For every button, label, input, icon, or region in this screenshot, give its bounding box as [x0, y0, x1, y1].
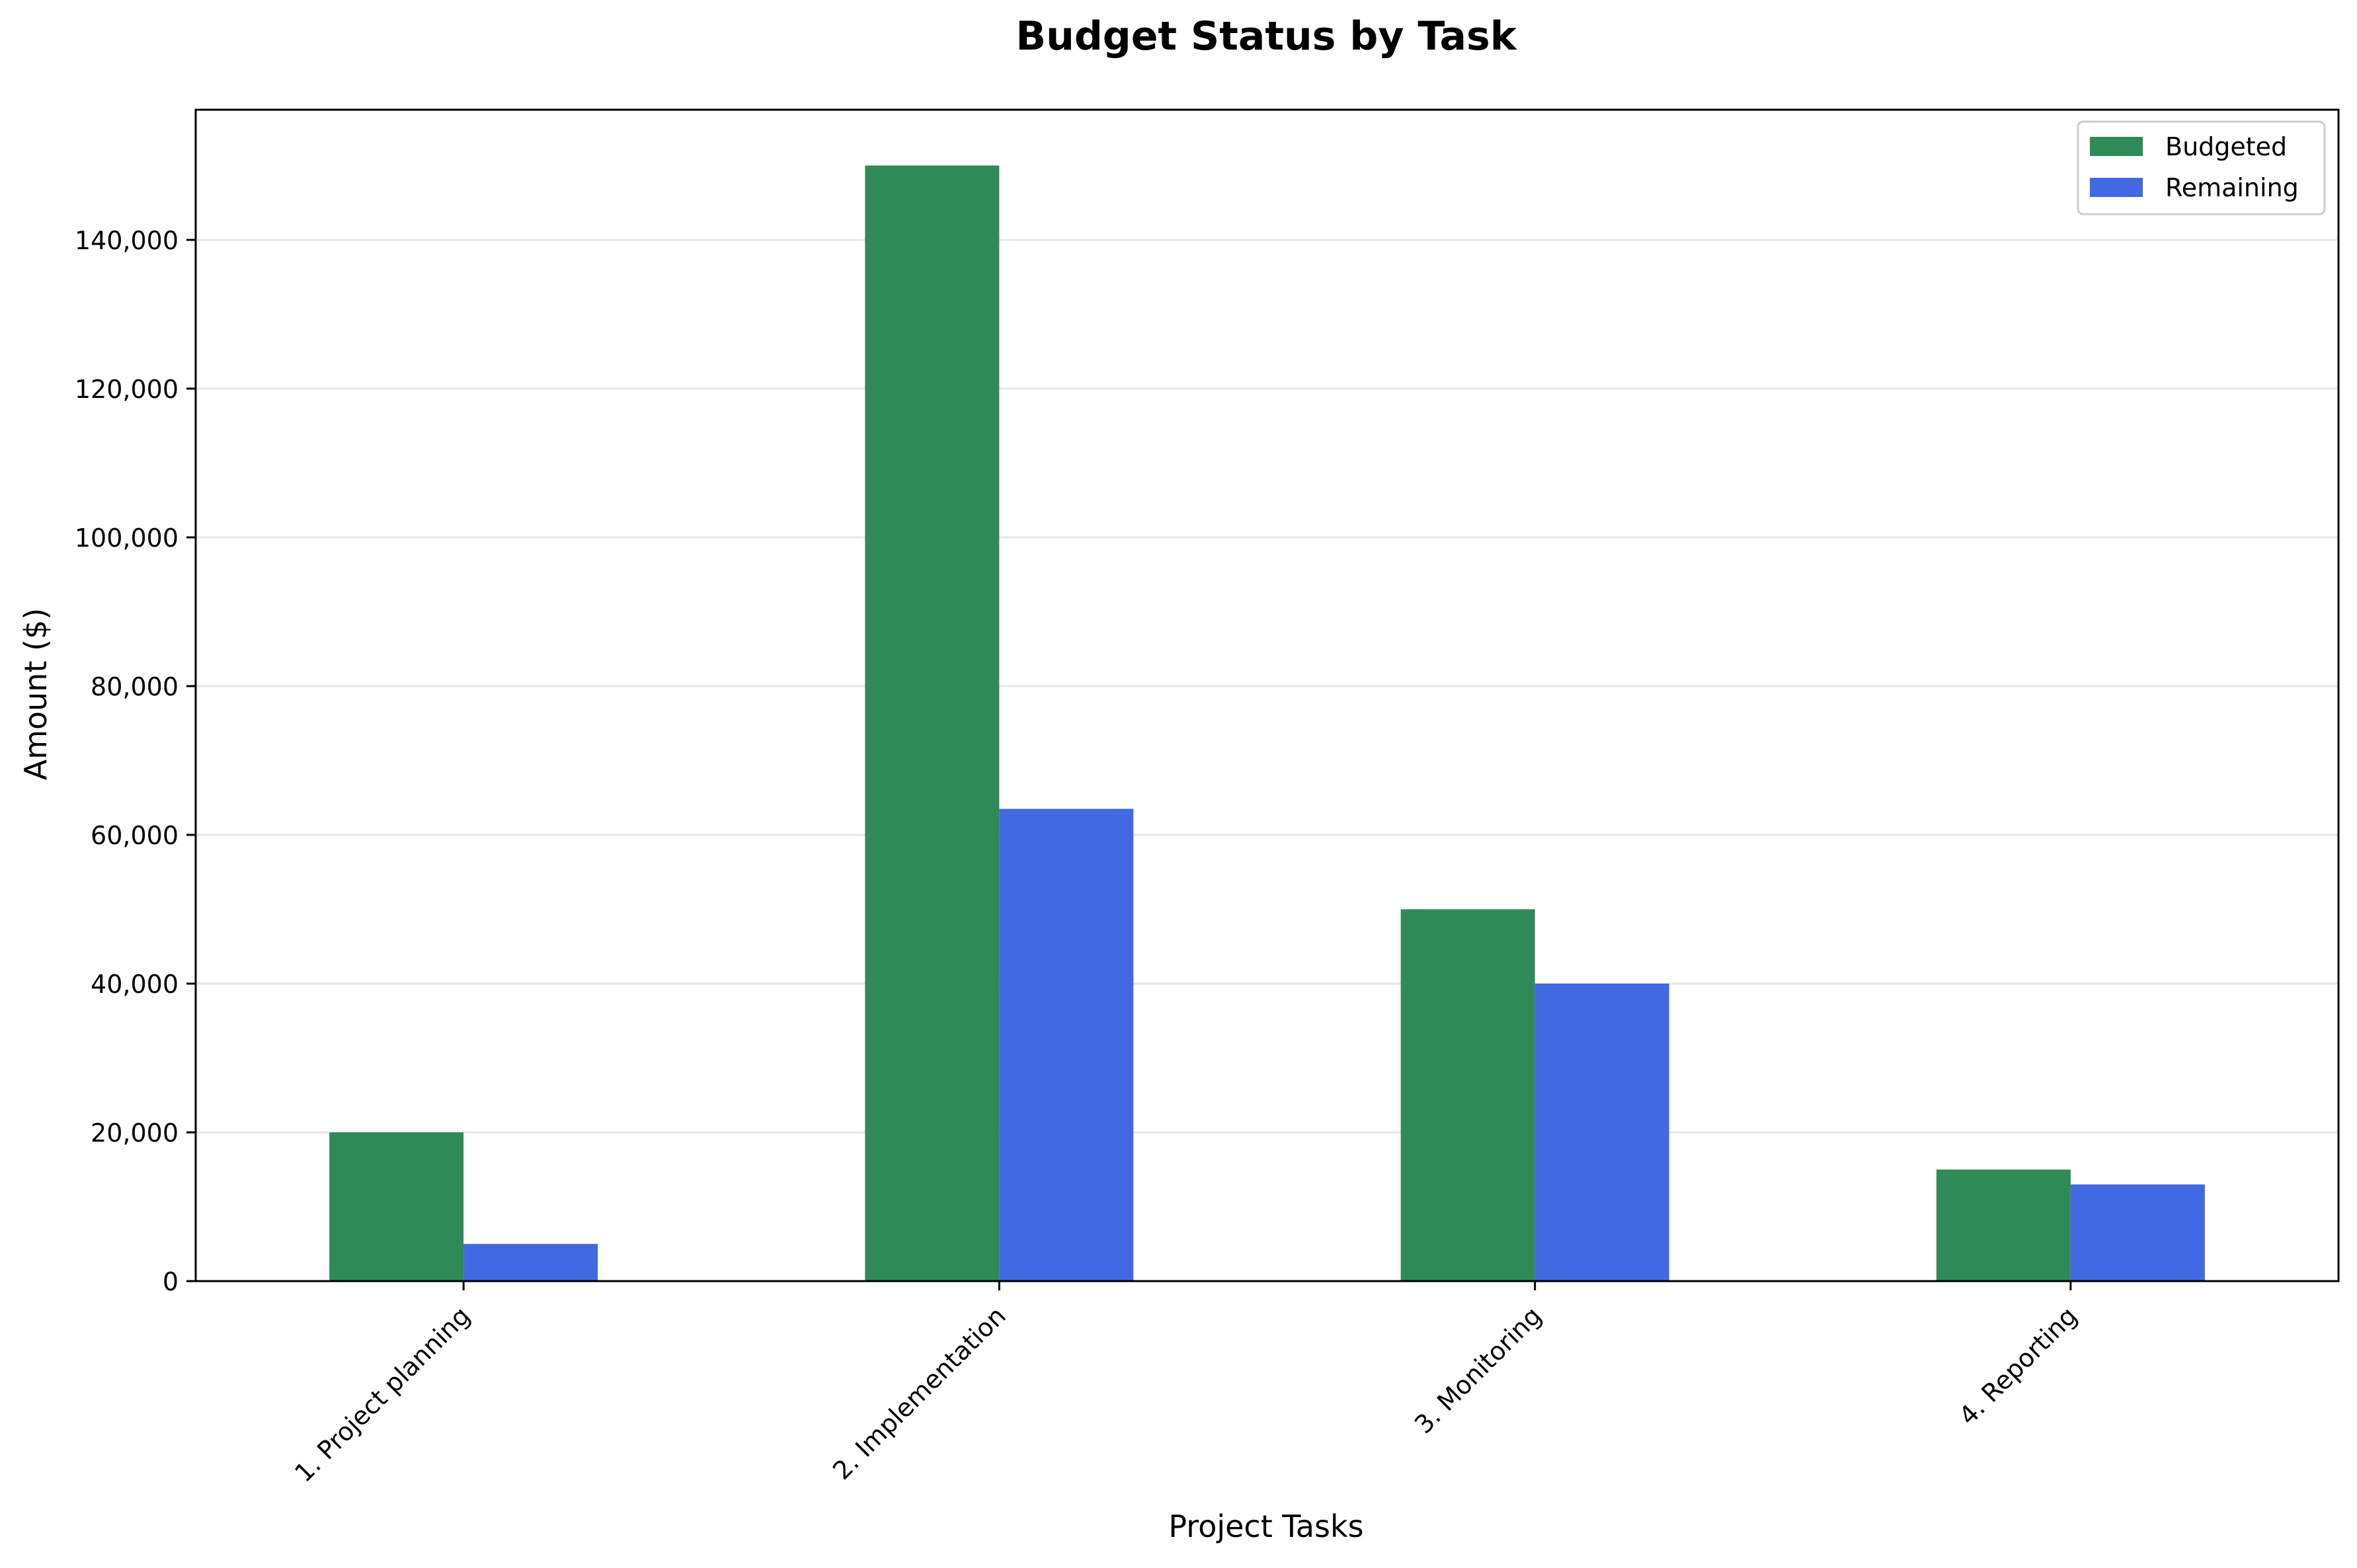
y-tick-label: 60,000 [91, 821, 179, 850]
y-tick-label: 20,000 [91, 1118, 179, 1148]
bar-budgeted-4 [1936, 1169, 2071, 1281]
legend-label-remaining: Remaining [2165, 173, 2299, 202]
y-axis-ticks: 0 20,000 40,000 60,000 80,000 100,000 120,000 1… [75, 226, 196, 1296]
bar-remaining-1 [463, 1243, 598, 1281]
x-axis-label: Project Tasks [1168, 1509, 1363, 1544]
legend: Budgeted Remaining [2077, 120, 2326, 216]
bars [329, 165, 2205, 1281]
y-tick-label: 40,000 [91, 970, 179, 999]
legend-swatch-budgeted [2090, 137, 2143, 156]
bar-remaining-2 [999, 808, 1134, 1281]
y-tick-label: 120,000 [75, 375, 179, 404]
bar-remaining-3 [1535, 983, 1669, 1281]
grid-lines [196, 239, 2338, 1134]
bar-budgeted-3 [1400, 909, 1535, 1281]
y-axis-label: Amount ($) [18, 608, 54, 781]
y-tick-label: 100,000 [75, 524, 179, 553]
y-tick-label: 80,000 [91, 672, 179, 701]
bar-budgeted-2 [865, 165, 1000, 1281]
y-tick-label: 140,000 [75, 226, 179, 255]
plot-frame [194, 108, 2340, 1282]
legend-label-budgeted: Budgeted [2165, 132, 2287, 161]
bar-budgeted-1 [329, 1132, 464, 1281]
y-tick-label: 0 [163, 1267, 179, 1296]
legend-swatch-remaining [2090, 178, 2143, 197]
chart-title: Budget Status by Task [1016, 13, 1517, 59]
bar-remaining-4 [2070, 1184, 2205, 1281]
